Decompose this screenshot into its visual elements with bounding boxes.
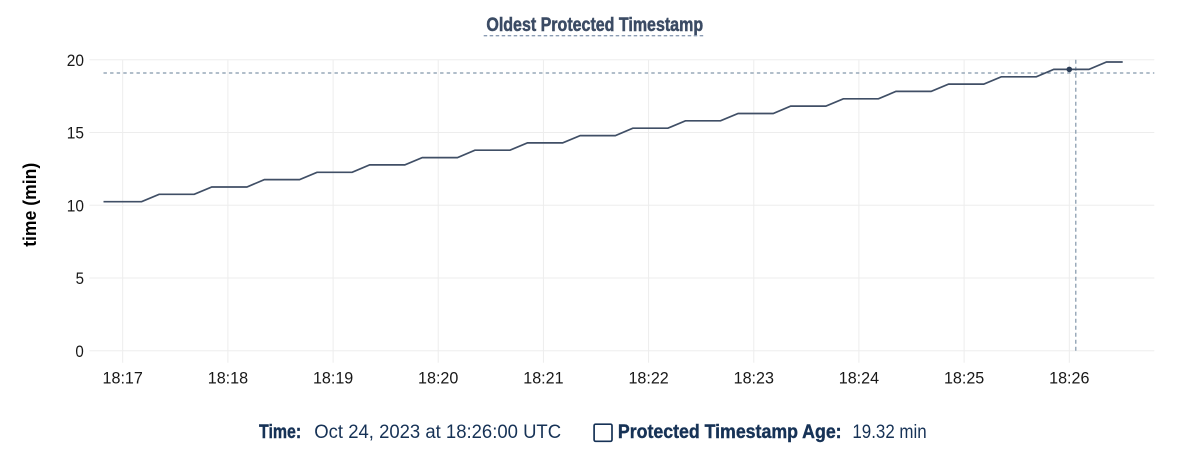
svg-text:time (min): time (min) — [20, 163, 40, 247]
svg-text:Oct 24, 2023 at 18:26:00 UTC: Oct 24, 2023 at 18:26:00 UTC — [314, 422, 561, 443]
svg-text:18:18: 18:18 — [208, 369, 248, 387]
svg-text:0: 0 — [75, 343, 83, 361]
svg-text:Oldest Protected Timestamp: Oldest Protected Timestamp — [486, 15, 703, 36]
svg-text:18:19: 18:19 — [313, 369, 353, 387]
svg-text:10: 10 — [67, 197, 84, 215]
svg-text:18:20: 18:20 — [418, 369, 458, 387]
svg-text:18:24: 18:24 — [839, 369, 879, 387]
svg-text:5: 5 — [76, 270, 84, 288]
svg-text:18:17: 18:17 — [103, 369, 143, 387]
svg-text:Protected Timestamp Age:: Protected Timestamp Age: — [618, 422, 842, 443]
svg-text:18:23: 18:23 — [734, 369, 774, 387]
svg-text:18:26: 18:26 — [1049, 369, 1089, 387]
svg-text:15: 15 — [67, 125, 84, 143]
svg-text:20: 20 — [67, 52, 84, 70]
svg-text:19.32 min: 19.32 min — [852, 422, 926, 443]
svg-text:18:22: 18:22 — [628, 369, 668, 387]
svg-text:18:21: 18:21 — [523, 369, 563, 387]
svg-text:Time:: Time: — [259, 422, 301, 443]
svg-text:18:25: 18:25 — [944, 369, 984, 387]
